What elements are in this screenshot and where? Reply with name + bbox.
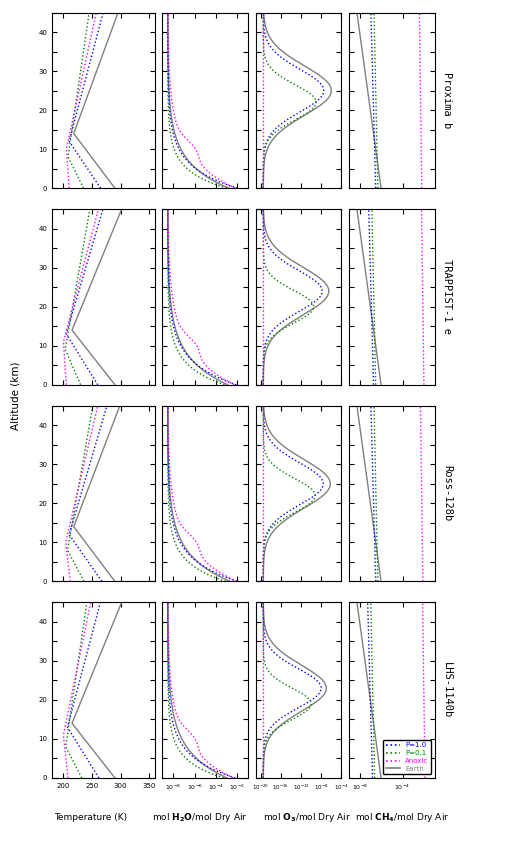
- Text: Ross-128b: Ross-128b: [442, 465, 452, 521]
- Text: mol $\mathbf{H_2O}$/mol Dry Air: mol $\mathbf{H_2O}$/mol Dry Air: [152, 811, 248, 824]
- Text: Temperature (K): Temperature (K): [55, 813, 127, 822]
- Text: Altitude (km): Altitude (km): [10, 361, 20, 430]
- Text: mol $\mathbf{CH_4}$/mol Dry Air: mol $\mathbf{CH_4}$/mol Dry Air: [355, 811, 449, 824]
- Text: Proxima b: Proxima b: [442, 72, 452, 129]
- Text: TRAPPIST-1 e: TRAPPIST-1 e: [442, 260, 452, 335]
- Text: LHS-1140b: LHS-1140b: [442, 662, 452, 718]
- Legend: P=1.0, P=0.1, Anoxic, Earth: P=1.0, P=0.1, Anoxic, Earth: [383, 740, 431, 775]
- Text: mol $\mathbf{O_3}$/mol Dry Air: mol $\mathbf{O_3}$/mol Dry Air: [263, 811, 351, 824]
